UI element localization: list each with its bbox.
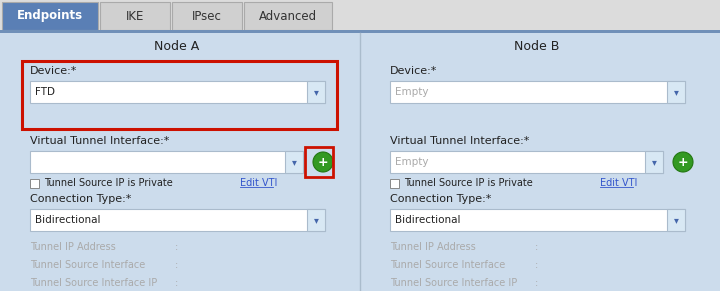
Text: Tunnel Source IP is Private: Tunnel Source IP is Private — [44, 178, 173, 189]
Text: +: + — [318, 155, 328, 168]
Circle shape — [673, 152, 693, 172]
Text: Node A: Node A — [154, 40, 199, 54]
Bar — [244, 2, 332, 30]
Text: :: : — [535, 278, 539, 288]
Bar — [390, 209, 685, 231]
Text: Empty: Empty — [395, 157, 428, 167]
Bar — [172, 2, 242, 30]
Text: ▾: ▾ — [314, 215, 318, 225]
Bar — [645, 151, 663, 173]
Bar — [30, 209, 325, 231]
Bar — [30, 81, 325, 103]
Bar — [285, 151, 303, 173]
Text: ▾: ▾ — [314, 87, 318, 97]
Text: IKE: IKE — [126, 10, 144, 22]
Circle shape — [313, 152, 333, 172]
Bar — [2, 2, 98, 30]
Text: ▾: ▾ — [674, 215, 678, 225]
Text: Connection Type:*: Connection Type:* — [390, 194, 491, 204]
Text: FTD: FTD — [35, 87, 55, 97]
Text: :: : — [535, 242, 539, 252]
Bar — [390, 151, 663, 173]
Text: :: : — [175, 260, 179, 270]
Text: Connection Type:*: Connection Type:* — [30, 194, 131, 204]
Bar — [0, 0, 720, 30]
Bar — [0, 30, 720, 33]
Text: Node B: Node B — [513, 40, 559, 54]
Text: Virtual Tunnel Interface:*: Virtual Tunnel Interface:* — [30, 136, 169, 146]
Text: Empty: Empty — [395, 87, 428, 97]
Text: ▾: ▾ — [652, 157, 657, 167]
Text: Edit VTI: Edit VTI — [600, 178, 637, 189]
Bar — [100, 2, 170, 30]
Text: Tunnel Source Interface IP: Tunnel Source Interface IP — [30, 278, 157, 288]
Text: Tunnel Source IP is Private: Tunnel Source IP is Private — [404, 178, 533, 189]
Text: Advanced: Advanced — [259, 10, 317, 22]
Text: Virtual Tunnel Interface:*: Virtual Tunnel Interface:* — [390, 136, 529, 146]
Text: ▾: ▾ — [292, 157, 297, 167]
Text: Device:*: Device:* — [390, 66, 437, 76]
Bar — [30, 151, 303, 173]
Text: :: : — [535, 260, 539, 270]
Bar — [390, 179, 399, 188]
Text: Endpoints: Endpoints — [17, 10, 83, 22]
Text: Tunnel IP Address: Tunnel IP Address — [390, 242, 476, 252]
Text: Edit VTI: Edit VTI — [240, 178, 277, 189]
Bar — [30, 179, 39, 188]
Text: Tunnel Source Interface: Tunnel Source Interface — [30, 260, 145, 270]
Text: IPsec: IPsec — [192, 10, 222, 22]
Bar — [307, 81, 325, 103]
Text: Device:*: Device:* — [30, 66, 77, 76]
Text: Tunnel Source Interface IP: Tunnel Source Interface IP — [390, 278, 517, 288]
Text: ▾: ▾ — [674, 87, 678, 97]
Text: +: + — [678, 155, 688, 168]
Text: :: : — [175, 278, 179, 288]
Bar — [22, 61, 337, 129]
Text: :: : — [175, 242, 179, 252]
Bar — [667, 81, 685, 103]
Text: Bidirectional: Bidirectional — [395, 215, 461, 225]
Bar — [307, 209, 325, 231]
Text: Bidirectional: Bidirectional — [35, 215, 101, 225]
Text: Tunnel IP Address: Tunnel IP Address — [30, 242, 116, 252]
Bar — [305, 147, 333, 177]
Bar — [667, 209, 685, 231]
Bar — [390, 81, 685, 103]
Text: Tunnel Source Interface: Tunnel Source Interface — [390, 260, 505, 270]
